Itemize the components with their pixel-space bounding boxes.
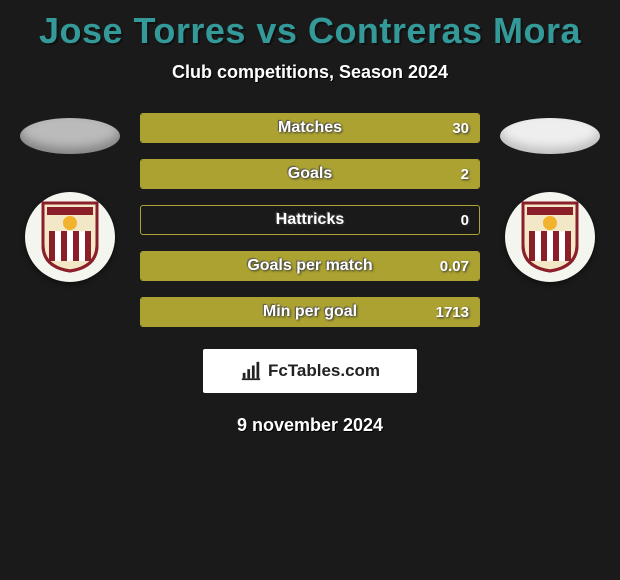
stat-label: Hattricks <box>276 211 344 229</box>
stat-right-value: 2 <box>461 166 469 183</box>
stat-right-value: 0 <box>461 212 469 229</box>
club-crest-right <box>505 192 595 282</box>
brand-link[interactable]: FcTables.com <box>203 349 417 393</box>
shield-icon <box>519 201 581 273</box>
stat-right-value: 30 <box>452 120 469 137</box>
stat-row-hattricks: Hattricks 0 <box>140 205 480 235</box>
stat-label: Min per goal <box>263 303 357 321</box>
stat-label: Goals per match <box>247 257 372 275</box>
bar-chart-icon <box>240 360 262 382</box>
stat-row-min-per-goal: Min per goal 1713 <box>140 297 480 327</box>
stats-column: Matches 30 Goals 2 Hattricks 0 Goals per… <box>140 113 480 327</box>
club-crest-left <box>25 192 115 282</box>
stat-row-goals: Goals 2 <box>140 159 480 189</box>
left-player-col <box>20 113 120 282</box>
stat-right-value: 0.07 <box>440 258 469 275</box>
stat-right-value: 1713 <box>436 304 469 321</box>
date-label: 9 november 2024 <box>0 415 620 436</box>
player-photo-right <box>500 118 600 154</box>
stat-row-matches: Matches 30 <box>140 113 480 143</box>
page-title: Jose Torres vs Contreras Mora <box>0 10 620 52</box>
shield-icon <box>39 201 101 273</box>
player-photo-left <box>20 118 120 154</box>
subtitle: Club competitions, Season 2024 <box>0 62 620 83</box>
stat-label: Goals <box>288 165 332 183</box>
comparison-row: Matches 30 Goals 2 Hattricks 0 Goals per… <box>0 113 620 327</box>
stat-label: Matches <box>278 119 342 137</box>
stat-row-goals-per-match: Goals per match 0.07 <box>140 251 480 281</box>
right-player-col <box>500 113 600 282</box>
brand-label: FcTables.com <box>268 361 380 381</box>
